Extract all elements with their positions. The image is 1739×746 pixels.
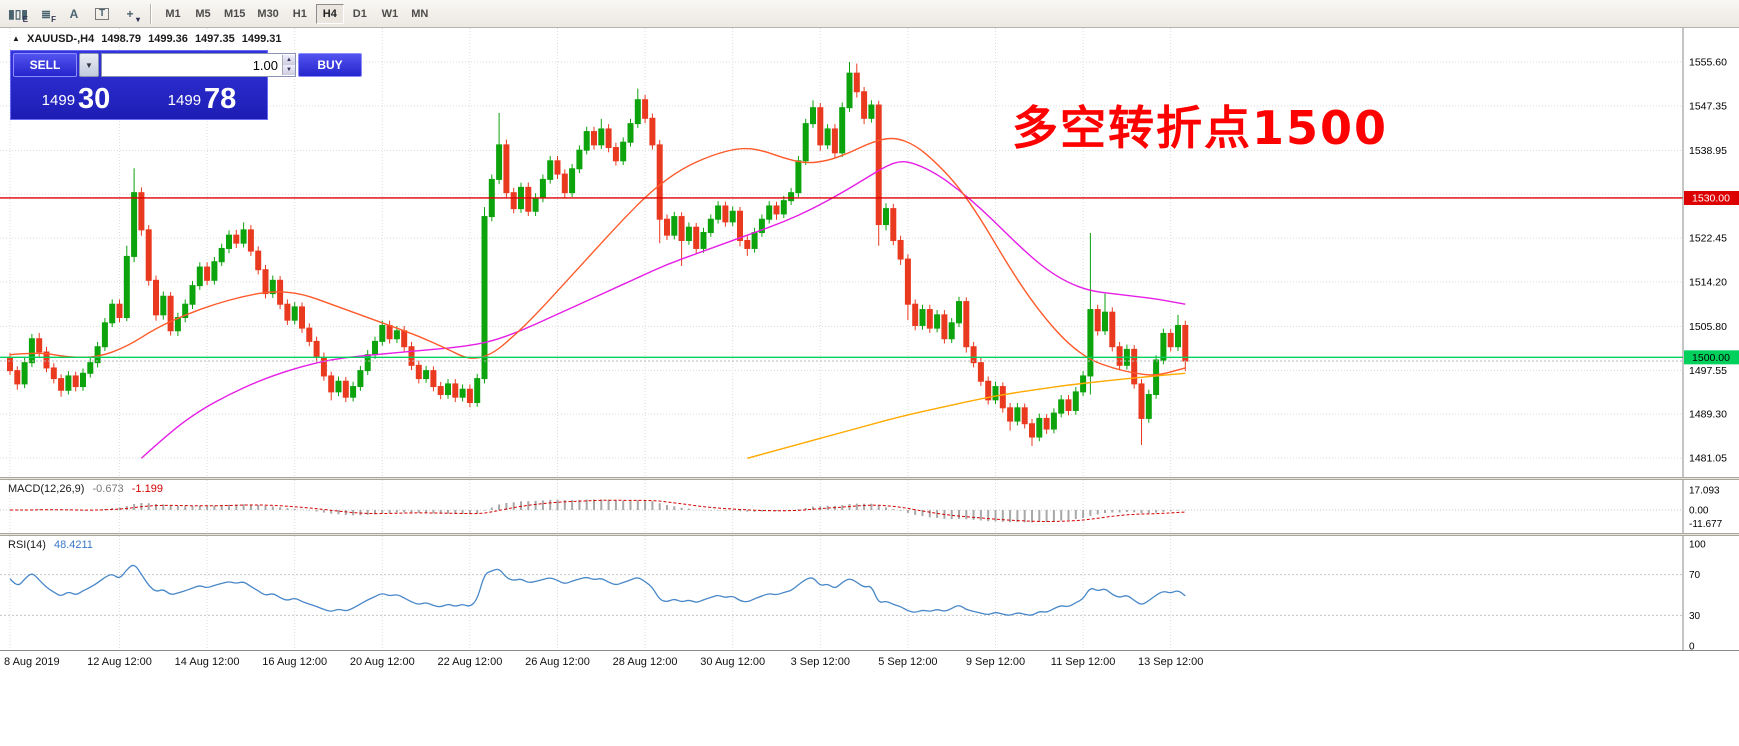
rsi-label: RSI(14) 48.4211	[8, 539, 93, 551]
buy-price-button[interactable]: 1499 78	[139, 77, 265, 117]
ohlc-close: 1499.31	[241, 33, 282, 45]
tf-m1-button[interactable]: M1	[159, 4, 187, 24]
time-label: 5 Sep 12:00	[878, 656, 938, 668]
svg-text:1481.05: 1481.05	[1689, 453, 1727, 465]
macd-indicator-panel[interactable]: 17.093 0.00 -11.677	[0, 480, 1739, 533]
sell-price-main: 1499	[41, 92, 76, 109]
time-label: 8 Aug 2019	[4, 656, 60, 668]
triangle-marker-icon: ▲	[12, 34, 20, 43]
spinner-down-icon[interactable]: ▼	[283, 65, 295, 75]
time-label: 28 Aug 12:00	[612, 656, 678, 668]
candles-icon: ▮▯▮	[8, 6, 28, 21]
macd-name: MACD(12,26,9)	[8, 483, 85, 495]
tf-h1-button[interactable]: H1	[286, 4, 314, 24]
macd-label: MACD(12,26,9) -0.673 -1.199	[8, 483, 163, 495]
time-label: 20 Aug 12:00	[349, 656, 415, 668]
panel-splitter[interactable]	[0, 477, 1739, 480]
rsi-indicator-panel[interactable]: 100 70 30 0	[0, 536, 1739, 650]
crosshair-tool-icon[interactable]: + ▾	[118, 3, 142, 25]
expert-candles-tool-icon[interactable]: ▮▯▮ E	[8, 6, 28, 24]
svg-text:1505.80: 1505.80	[1689, 321, 1727, 333]
drawing-tools: ▮▯▮ E ≣ F A T + ▾	[6, 3, 142, 25]
svg-text:1497.55: 1497.55	[1689, 365, 1727, 377]
main-chart[interactable]: 1555.601547.351538.951530.701522.451514.…	[0, 28, 1739, 477]
svg-text:1538.95: 1538.95	[1689, 145, 1727, 157]
svg-text:70: 70	[1689, 570, 1701, 581]
time-label: 22 Aug 12:00	[437, 656, 503, 668]
volume-dropdown-button[interactable]: ▼	[79, 53, 99, 77]
time-label: 11 Sep 12:00	[1050, 656, 1116, 668]
time-label: 26 Aug 12:00	[525, 656, 590, 668]
svg-text:17.093: 17.093	[1689, 485, 1720, 496]
chevron-down-icon: ▾	[135, 14, 140, 24]
ohlc-high: 1499.36	[148, 33, 188, 45]
svg-text:-11.677: -11.677	[1689, 519, 1723, 530]
toolbar-separator	[150, 3, 151, 24]
svg-text:0: 0	[1689, 642, 1695, 651]
rsi-name: RSI(14)	[8, 539, 46, 551]
time-label: 9 Sep 12:00	[965, 656, 1026, 668]
symbol-ohlc-header: ▲ XAUUSD-,H4 1498.79 1499.36 1497.35 149…	[12, 33, 286, 45]
one-click-trading-panel: SELL ▼ ▲ ▼ BUY 1499 30 1499 78	[10, 50, 362, 120]
time-label: 14 Aug 12:00	[174, 656, 240, 668]
ohlc-open: 1498.79	[101, 33, 142, 45]
tf-w1-button[interactable]: W1	[376, 4, 404, 24]
text-label-tool-icon[interactable]: A	[62, 3, 86, 25]
svg-text:1547.35: 1547.35	[1689, 100, 1727, 112]
macd-value: -0.673	[92, 483, 124, 495]
volume-spinner: ▲ ▼	[282, 55, 295, 75]
lines-template-tool-icon[interactable]: ≣ F	[40, 6, 56, 24]
chevron-down-icon: ▼	[85, 60, 93, 70]
svg-text:1522.45: 1522.45	[1689, 233, 1727, 245]
time-axis[interactable]: 8 Aug 2019 12 Aug 12:00 14 Aug 12:00 16 Aug…	[0, 650, 1739, 676]
time-label: 30 Aug 12:00	[700, 656, 766, 668]
sell-price-button[interactable]: 1499 30	[13, 77, 139, 117]
lines-icon: ≣	[40, 6, 52, 21]
svg-text:1555.60: 1555.60	[1689, 57, 1727, 69]
svg-text:1489.30: 1489.30	[1689, 409, 1727, 421]
tf-m15-button[interactable]: M15	[219, 4, 250, 24]
svg-text:1530.00: 1530.00	[1692, 192, 1730, 204]
time-label: 13 Sep 12:00	[1137, 656, 1204, 668]
svg-text:1500.00: 1500.00	[1692, 352, 1730, 364]
chart-annotation-text: 多空转折点1500	[1012, 101, 1389, 155]
volume-field: ▲ ▼	[101, 53, 296, 77]
volume-input[interactable]	[102, 57, 282, 73]
spinner-up-icon[interactable]: ▲	[283, 55, 295, 65]
boxed-t-icon: T	[94, 7, 110, 20]
time-label: 12 Aug 12:00	[87, 656, 152, 668]
ohlc-low: 1497.35	[194, 33, 235, 45]
svg-text:100: 100	[1689, 540, 1706, 551]
text-box-tool-icon[interactable]: T	[90, 3, 114, 25]
time-label: 16 Aug 12:00	[262, 656, 328, 668]
toolbar: ▮▯▮ E ≣ F A T + ▾ M1 M5 M15 M30 H1	[0, 0, 1739, 28]
buy-price-pips: 78	[204, 83, 237, 115]
buy-price-main: 1499	[167, 92, 202, 109]
sell-button[interactable]: SELL	[13, 53, 77, 77]
tf-h4-button[interactable]: H4	[315, 3, 344, 24]
letter-a-icon: A	[69, 6, 79, 21]
tf-m30-button[interactable]: M30	[252, 4, 283, 24]
tf-m5-button[interactable]: M5	[189, 4, 217, 24]
panel-splitter[interactable]	[0, 533, 1739, 536]
macd-signal-value: -1.199	[131, 483, 163, 495]
crosshair-icon: +	[126, 6, 134, 21]
sell-price-pips: 30	[78, 83, 111, 115]
symbol-name: XAUUSD-,H4	[26, 33, 95, 45]
rsi-value: 48.4211	[53, 539, 93, 551]
tf-mn-button[interactable]: MN	[406, 4, 434, 24]
svg-text:0.00: 0.00	[1689, 506, 1709, 517]
svg-text:30: 30	[1689, 611, 1701, 622]
timeframe-buttons: M1 M5 M15 M30 H1 H4 D1 W1 MN	[159, 3, 434, 24]
tf-d1-button[interactable]: D1	[346, 4, 374, 24]
svg-text:1514.20: 1514.20	[1689, 276, 1727, 288]
buy-button[interactable]: BUY	[298, 53, 362, 77]
time-label: 3 Sep 12:00	[790, 656, 850, 668]
